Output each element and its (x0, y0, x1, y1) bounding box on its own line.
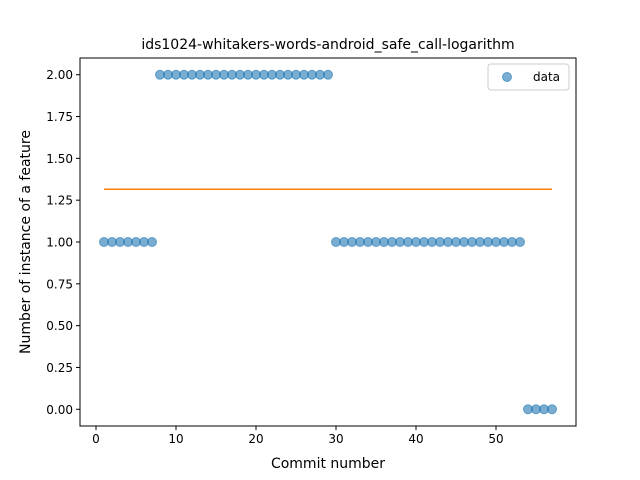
legend: data (488, 64, 569, 90)
y-tick-label: 0.75 (46, 277, 73, 291)
x-tick-label: 50 (488, 432, 503, 446)
y-tick-label: 0.00 (46, 403, 73, 417)
y-tick-label: 1.25 (46, 194, 73, 208)
y-axis-label: Number of instance of a feature (18, 130, 34, 354)
y-tick-label: 2.00 (46, 68, 73, 82)
data-point (148, 238, 157, 247)
data-point (516, 238, 525, 247)
data-point (548, 405, 557, 414)
x-tick-label: 30 (328, 432, 343, 446)
x-tick-label: 0 (92, 432, 100, 446)
x-axis-label: Commit number (271, 456, 385, 472)
data-point (324, 70, 333, 79)
y-tick-label: 0.25 (46, 361, 73, 375)
legend-label-data: data (533, 70, 560, 84)
chart-title: ids1024-whitakers-words-android_safe_cal… (141, 37, 514, 53)
y-tick-label: 1.50 (46, 152, 73, 166)
x-tick-label: 20 (248, 432, 263, 446)
x-tick-label: 40 (408, 432, 423, 446)
y-tick-label: 1.00 (46, 236, 73, 250)
x-tick-label: 10 (168, 432, 183, 446)
y-tick-label: 1.75 (46, 110, 73, 124)
legend-marker (503, 73, 512, 82)
y-tick-label: 0.50 (46, 319, 73, 333)
